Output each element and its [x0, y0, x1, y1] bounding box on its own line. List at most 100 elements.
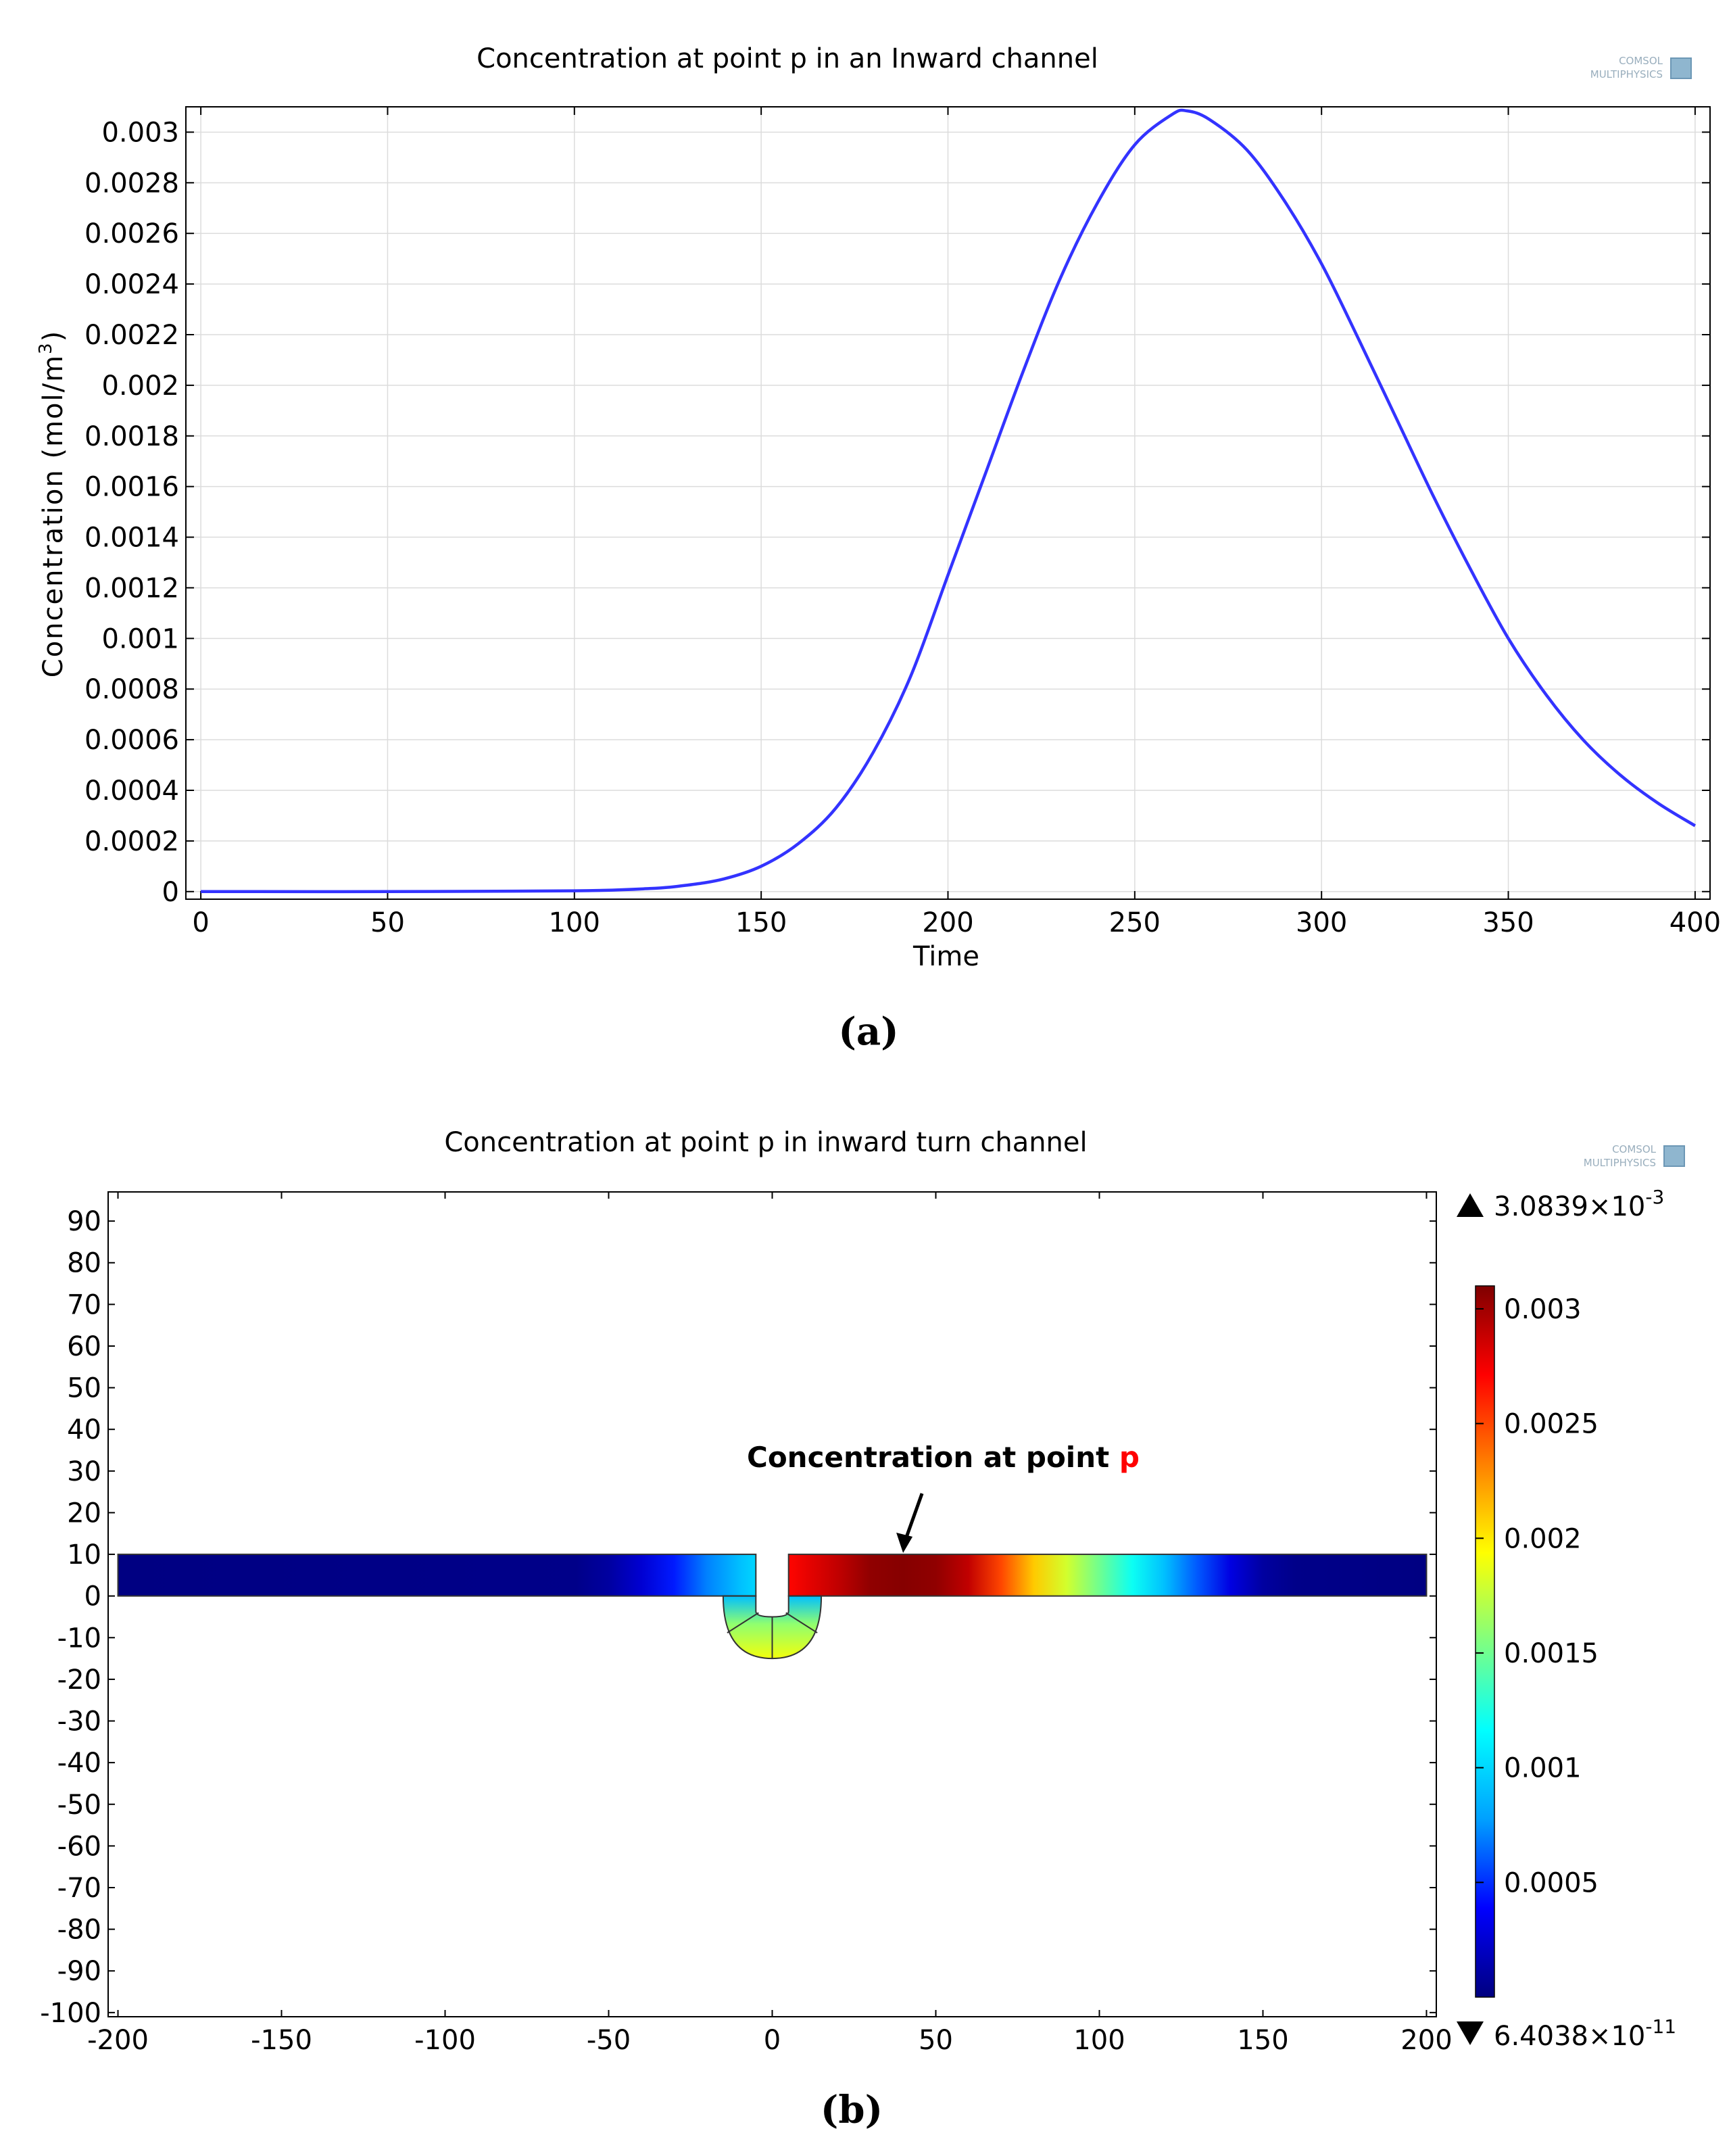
- annotation-point: p: [1119, 1441, 1140, 1474]
- y-tick-label: 0.003: [101, 117, 179, 148]
- colorbar-tick-label: 0.0015: [1504, 1638, 1599, 1669]
- y-tick-label: 0.002: [101, 370, 179, 402]
- x-tick-label: -50: [587, 2025, 631, 2056]
- colorbar-gradient: [1475, 1285, 1495, 1998]
- x-tick-label: 100: [549, 907, 600, 938]
- y-tick-label: -90: [57, 1956, 101, 1987]
- y-tick-label: 0.0012: [84, 573, 179, 604]
- x-tick-label: -200: [87, 2025, 149, 2056]
- y-tick-label: -50: [57, 1790, 101, 1821]
- x-tick-label: 50: [919, 2025, 953, 2056]
- chart-a-title: Concentration at point p in an Inward ch…: [477, 43, 1098, 74]
- y-tick-label: 0.0014: [84, 523, 179, 554]
- y-tick-label: 60: [67, 1331, 101, 1362]
- y-tick-label: -30: [57, 1706, 101, 1738]
- chart-b-y-axis: 90 80 70 60 50 40 30 20 10 0 -10 -20 -30 -40 -50 -60 -70…: [40, 1206, 1436, 2029]
- colorbar-tick-label: 0.0025: [1504, 1409, 1599, 1440]
- y-tick-label: 0: [84, 1581, 101, 1612]
- chart-a-ylabel: Concentration (mol/m3): [36, 330, 69, 677]
- x-tick-label: 150: [1237, 2025, 1288, 2056]
- y-tick-label: -10: [57, 1623, 101, 1654]
- logo-line1: COMSOL: [1612, 1143, 1657, 1155]
- right-channel: [787, 1554, 1428, 1597]
- colorbar-tick-label: 0.003: [1504, 1294, 1582, 1325]
- y-tick-label: 0.0006: [84, 725, 179, 756]
- min-triangle-icon: [1457, 2021, 1484, 2045]
- y-tick-label: 70: [67, 1289, 101, 1320]
- y-tick-label: 80: [67, 1248, 101, 1279]
- chart-a-series-line: [201, 108, 1697, 894]
- y-tick-label: 0.0004: [84, 775, 179, 807]
- y-tick-label: -100: [40, 1998, 101, 2029]
- x-tick-label: 200: [922, 907, 973, 938]
- x-tick-label: 300: [1296, 907, 1347, 938]
- colorbar-min-value: 6.4038×10: [1494, 2021, 1645, 2052]
- chart-b-x-axis: -200 -150 -100 -50 0 50 100 150 200: [87, 1192, 1453, 2056]
- x-tick-label: 350: [1482, 907, 1534, 938]
- chart-a-x-axis: 0 50 100 150 200 250 300 350 400: [192, 107, 1721, 938]
- x-tick-label: 0: [192, 907, 209, 938]
- y-tick-label: 0.001: [101, 623, 179, 654]
- colorbar-max-exp: -3: [1645, 1186, 1664, 1208]
- x-tick-label: 250: [1109, 907, 1161, 938]
- chart-a-grid: [186, 107, 1710, 899]
- colorbar-min: 6.4038×10-11: [1494, 2015, 1676, 2052]
- x-tick-label: 200: [1400, 2025, 1452, 2056]
- y-tick-label: -40: [57, 1748, 101, 1779]
- comsol-logo-a: COMSOL MULTIPHYSICS: [1590, 55, 1692, 80]
- left-channel: [117, 1554, 757, 1597]
- panel-a: Concentration at point p in an Inward ch…: [36, 43, 1721, 1054]
- cube-icon: [1663, 1145, 1685, 1167]
- logo-line1: COMSOL: [1619, 55, 1663, 67]
- colorbar: 3.0839×10-3 0.0030.00250.0020.00150.0010…: [1457, 1186, 1676, 2052]
- x-tick-label: 50: [370, 907, 405, 938]
- colorbar-ticks: 0.003 0.0025 0.002 0.0015 0.001 0.0005: [1476, 1294, 1599, 1898]
- y-tick-label: 0.0018: [84, 421, 179, 452]
- y-tick-label: 0.0026: [84, 218, 179, 249]
- x-tick-label: -150: [251, 2025, 312, 2056]
- y-tick-label: 10: [67, 1539, 101, 1571]
- ylabel-main: Concentration (mol/m: [38, 354, 69, 677]
- chart-b-plot-frame: [107, 1191, 1437, 2017]
- colorbar-max-value: 3.0839×10: [1494, 1191, 1645, 1222]
- chart-a-xlabel: Time: [912, 941, 979, 972]
- y-tick-label: 0.0028: [84, 168, 179, 199]
- point-p-annotation: Concentration at point p: [747, 1441, 1140, 1554]
- logo-line2: MULTIPHYSICS: [1590, 68, 1663, 80]
- y-tick-label: -20: [57, 1664, 101, 1696]
- y-tick-label: -60: [57, 1831, 101, 1862]
- colorbar-tick-label: 0.0005: [1504, 1867, 1599, 1898]
- y-tick-label: 0.0016: [84, 472, 179, 503]
- max-triangle-icon: [1457, 1193, 1484, 1217]
- y-tick-label: -70: [57, 1873, 101, 1904]
- x-tick-label: 150: [735, 907, 787, 938]
- caption-a: (a): [838, 1009, 898, 1054]
- annotation-arrow: [903, 1493, 924, 1541]
- y-tick-label: -80: [57, 1915, 101, 1946]
- colorbar-tick-label: 0.002: [1504, 1523, 1582, 1554]
- annotation-arrowhead: [896, 1533, 913, 1554]
- y-tick-label: 0.0002: [84, 826, 179, 857]
- logo-line2: MULTIPHYSICS: [1584, 1157, 1656, 1169]
- y-tick-label: 30: [67, 1456, 101, 1487]
- y-tick-label: 0.0008: [84, 674, 179, 705]
- ylabel-close: ): [38, 330, 69, 342]
- colorbar-min-exp: -11: [1645, 2015, 1676, 2038]
- colorbar-max: 3.0839×10-3: [1494, 1186, 1664, 1222]
- x-tick-label: -100: [414, 2025, 476, 2056]
- y-tick-label: 90: [67, 1206, 101, 1237]
- x-tick-label: 400: [1669, 907, 1721, 938]
- turn-mesh-lines: [727, 1612, 818, 1659]
- colorbar-tick-label: 0.001: [1504, 1753, 1582, 1784]
- channel-domain: [117, 1554, 1428, 1660]
- comsol-logo-b: COMSOL MULTIPHYSICS: [1584, 1143, 1685, 1169]
- panel-b: Concentration at point p in inward turn …: [40, 1127, 1685, 2132]
- y-tick-label: 20: [67, 1498, 101, 1529]
- chart-b-title: Concentration at point p in inward turn …: [444, 1127, 1087, 1158]
- y-tick-label: 40: [67, 1414, 101, 1445]
- annotation-text: Concentration at point: [747, 1441, 1119, 1474]
- y-tick-label: 0.0024: [84, 269, 179, 300]
- ylabel-superscript: 3: [36, 341, 56, 354]
- caption-b: (b): [821, 2088, 883, 2132]
